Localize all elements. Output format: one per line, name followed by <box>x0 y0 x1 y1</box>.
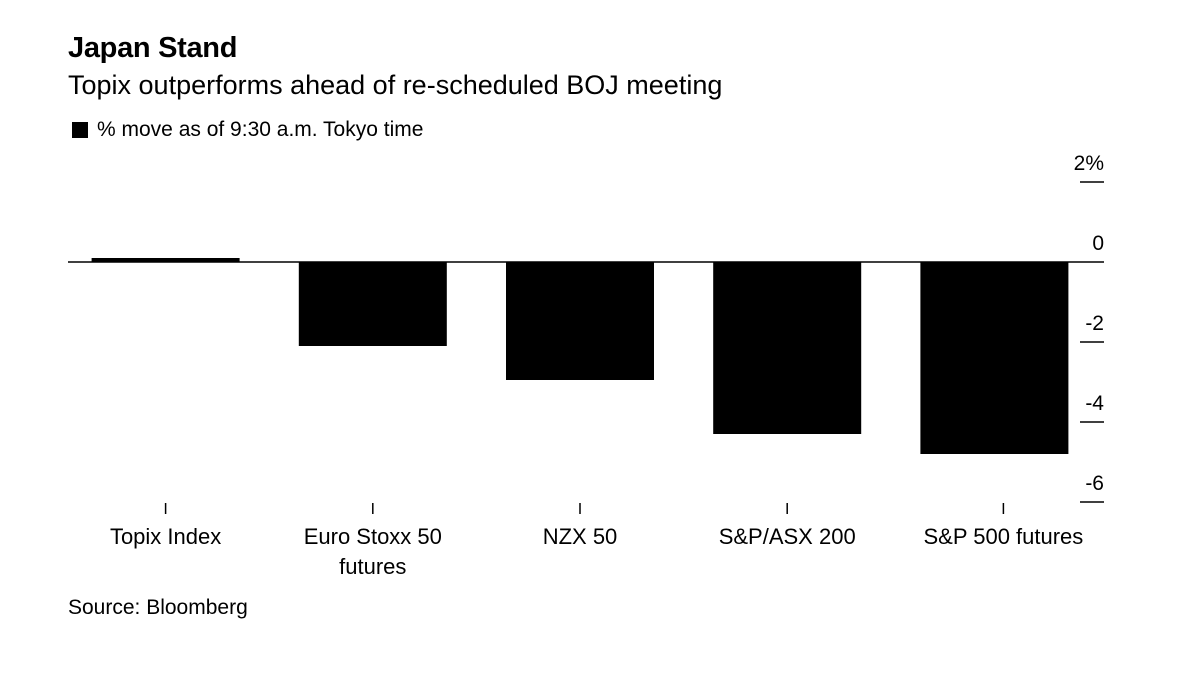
bar <box>920 262 1069 454</box>
y-tick-label: -6 <box>1085 472 1104 495</box>
x-tick-label: Euro Stoxx 50 futures <box>304 524 442 579</box>
bar <box>91 258 240 262</box>
x-tick-label: S&P 500 futures <box>923 524 1083 549</box>
y-tick-label: -4 <box>1085 392 1104 415</box>
chart-subtitle: Topix outperforms ahead of re-scheduled … <box>68 70 723 100</box>
x-tick-label: NZX 50 <box>543 524 618 549</box>
legend-swatch <box>72 122 88 138</box>
bar <box>298 262 447 346</box>
x-tick-label: S&P/ASX 200 <box>719 524 856 549</box>
legend-label: % move as of 9:30 a.m. Tokyo time <box>97 118 424 141</box>
bar <box>713 262 862 434</box>
bar <box>506 262 654 380</box>
y-tick-label: -2 <box>1085 312 1104 335</box>
chart-title: Japan Stand <box>68 32 238 64</box>
legend: % move as of 9:30 a.m. Tokyo time <box>72 118 423 142</box>
source-note: Source: Bloomberg <box>68 596 248 619</box>
x-tick-label: Topix Index <box>110 524 221 549</box>
y-tick-label: 0 <box>1092 232 1104 255</box>
y-tick-label: 2% <box>1074 152 1104 175</box>
